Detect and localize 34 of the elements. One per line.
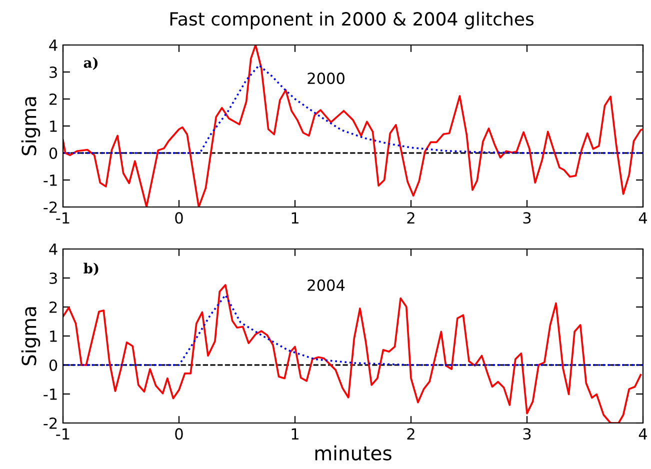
y-tick-label: 1 (50, 330, 57, 342)
y-axis-title: Sigma (21, 307, 40, 366)
x-tick-label: 3 (523, 428, 531, 440)
chart-title: Fast component in 2000 & 2004 glitches (170, 12, 534, 30)
y-tick-label: 1 (50, 120, 57, 132)
y-tick-label: 0 (49, 147, 58, 160)
y-tick-label: 2 (50, 93, 57, 105)
x-axis-title: minutes (315, 445, 392, 460)
line-series (63, 45, 643, 207)
y-tick-label: -1 (44, 388, 57, 400)
x-tick-label: 1 (292, 212, 298, 224)
annotation: 2004 (308, 279, 345, 291)
y-tick-label: -1 (44, 174, 57, 186)
x-tick-label: 2 (407, 428, 414, 440)
annotation: a) (84, 57, 98, 70)
annotation: b) (84, 262, 98, 276)
x-tick-label: 0 (175, 428, 183, 440)
y-axis-title: Sigma (21, 97, 40, 156)
x-tick-label: 4 (638, 212, 648, 224)
y-tick-label: 0 (49, 359, 58, 372)
x-tick-label: 2 (407, 212, 414, 224)
x-tick-label: 1 (292, 428, 298, 440)
y-tick-label: 2 (50, 301, 57, 313)
y-tick-label: 3 (50, 272, 57, 284)
y-tick-label: 4 (49, 244, 58, 255)
y-tick-label: -2 (44, 201, 57, 213)
x-tick-label: 3 (523, 212, 531, 224)
x-tick-label: 4 (638, 428, 648, 440)
y-tick-label: 4 (49, 40, 58, 51)
line-series (63, 294, 643, 366)
y-tick-label: -2 (44, 417, 57, 429)
x-tick-label: 0 (175, 212, 183, 224)
annotation: 2000 (308, 72, 344, 84)
y-tick-label: 3 (50, 66, 57, 78)
